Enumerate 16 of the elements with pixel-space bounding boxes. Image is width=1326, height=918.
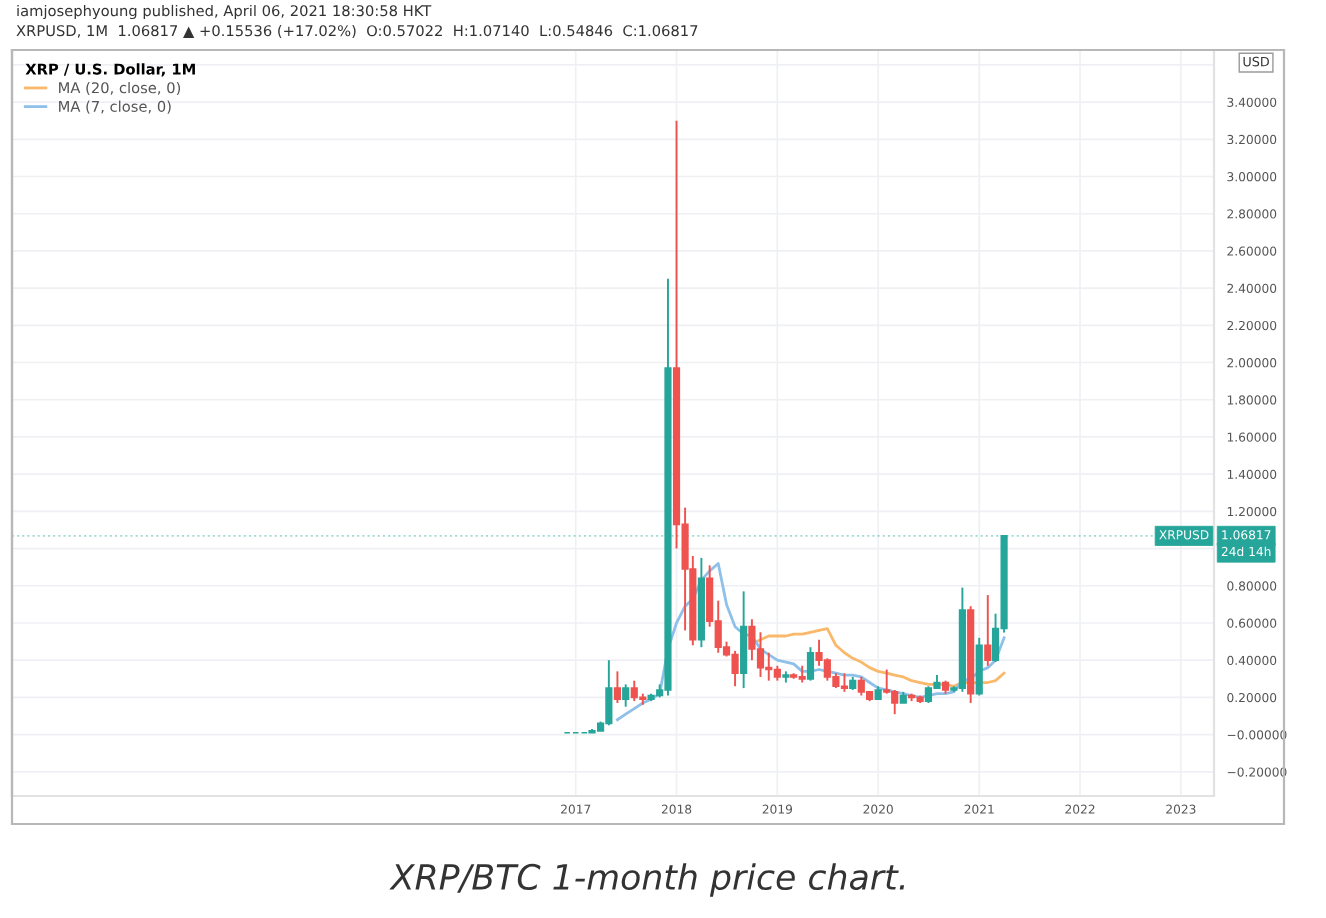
- candlestick: [840, 672, 849, 693]
- candlestick: [857, 675, 865, 697]
- candlestick: [823, 657, 831, 682]
- candlestick: [984, 594, 992, 667]
- candlestick: [613, 670, 622, 704]
- candlestick: [731, 649, 739, 688]
- candlestick: [622, 683, 630, 708]
- candlestick: [605, 659, 613, 727]
- candlestick: [756, 631, 765, 678]
- candlestick: [740, 590, 748, 690]
- text: XRP/BTC 1-month price chart.: [389, 863, 905, 897]
- candlestick: [806, 646, 815, 682]
- line-series: [616, 562, 1006, 722]
- candlestick: [748, 618, 756, 662]
- candlestick: [765, 651, 773, 682]
- candlestick: [630, 679, 638, 703]
